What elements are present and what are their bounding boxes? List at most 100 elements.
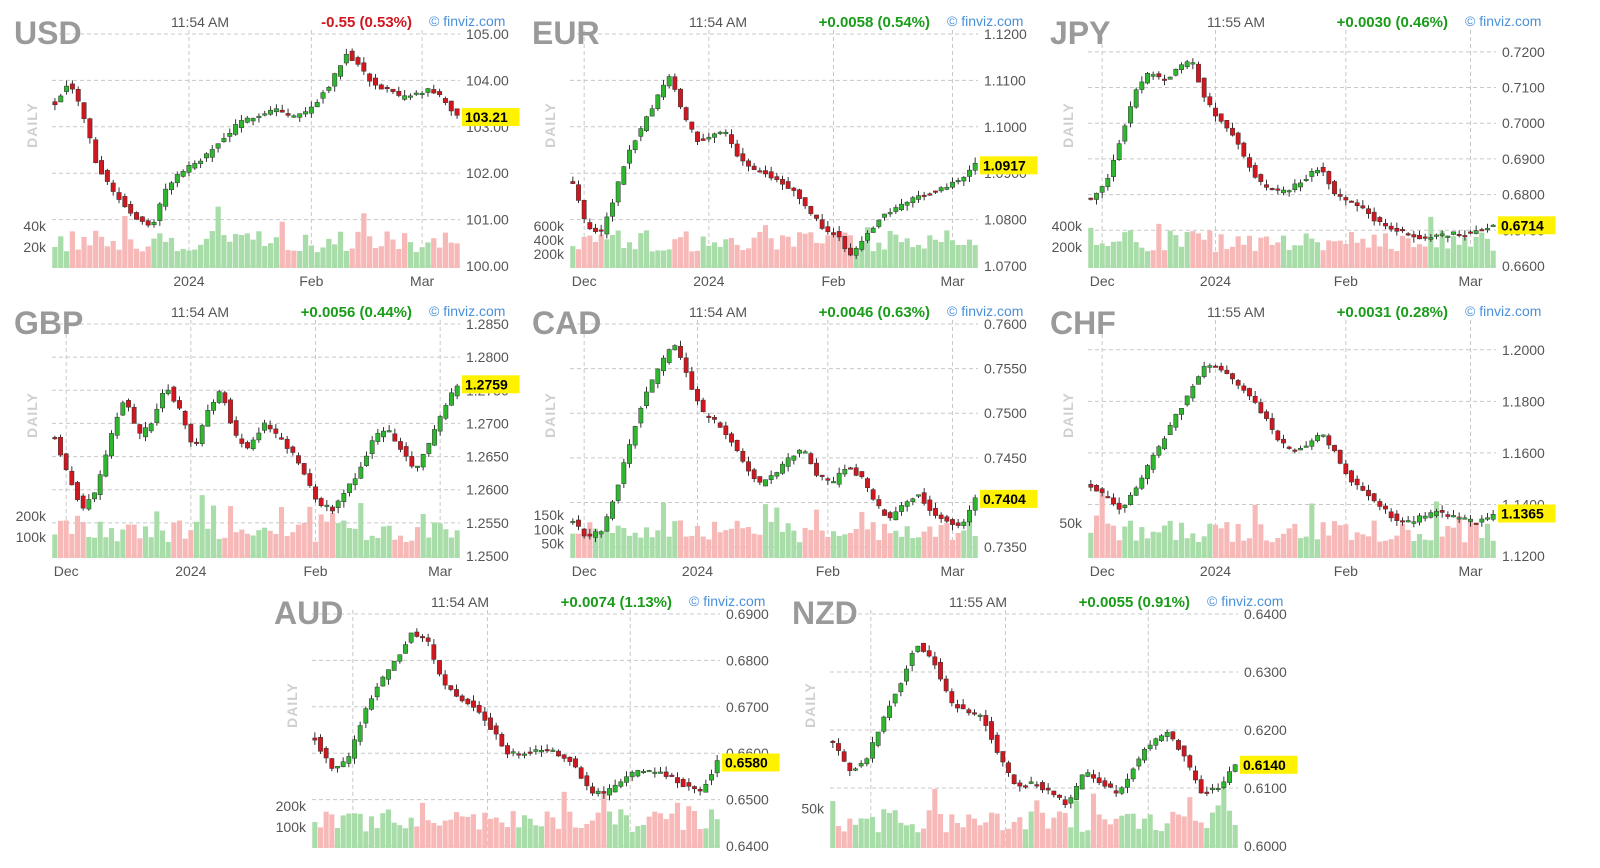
volume-bar [154,511,160,558]
candle-body [386,669,391,680]
volume-bar [706,539,712,558]
candle-body [396,91,402,96]
candle-body [678,88,683,108]
candle-body [1400,229,1405,232]
candle-body [983,715,989,726]
candle-body [177,400,182,409]
candle-body [1417,235,1422,240]
candle-body [584,775,590,787]
price-tick-label: 0.6000 [1244,838,1287,854]
volume-bar [635,826,641,848]
volume-bar [1028,811,1034,848]
candle-body [1298,448,1303,451]
volume-bar [955,532,961,558]
last-price-badge: 1.0917 [980,156,1038,175]
volume-tick-label: 400k [534,232,565,248]
volume-bar [898,822,904,848]
candle-body [1102,780,1108,787]
volume-bar [1275,242,1281,268]
volume-bar [374,828,380,848]
price-tick-label: 101.00 [466,212,509,228]
candle-body [865,233,870,241]
candle-body [148,423,154,432]
volume-bar [372,247,379,268]
volume-bar [904,526,910,558]
volume-bar [1484,238,1491,268]
candle-body [1371,211,1377,222]
price-tick-label: 1.2550 [466,515,509,531]
volume-bar [1022,829,1029,848]
volume-bar [689,535,695,558]
price-tick-label: 1.1000 [984,119,1027,135]
candle-body [244,117,250,123]
volume-bar [904,238,910,268]
volume-bar [1127,520,1134,558]
candle-body [1051,790,1057,796]
candle-body [476,705,482,713]
candle-body [966,709,972,714]
candle-body [268,109,274,115]
volume-bar [385,809,392,848]
volume-bar [238,234,245,268]
volume-bar [1195,542,1202,558]
last-price-badge: 1.1365 [1498,504,1556,523]
volume-bar [297,250,303,268]
volume-tick-label: 50k [801,801,825,817]
candle-body [697,788,703,792]
volume-bar [643,527,650,558]
volume-bar [683,536,689,558]
candle-body [188,424,194,443]
volume-bar [459,816,465,848]
candle-body [943,678,949,692]
volume-bar [216,538,222,558]
volume-bar [470,814,477,848]
candle-body [1207,96,1213,106]
candle-body [1023,785,1028,788]
candle-body [780,179,785,185]
volume-bar [443,529,449,558]
candle-body [638,407,644,424]
finviz-brand: © finviz.com [1465,303,1541,319]
volume-bar [199,495,205,558]
candle-body [1201,77,1207,98]
volume-bar [1073,800,1080,848]
candle-body [593,227,598,232]
candle-body [927,499,933,511]
volume-bar [355,231,361,268]
volume-bar [606,811,613,848]
volume-bar [852,824,859,848]
price-tick-label: 0.6700 [726,699,769,715]
candle-body [267,424,273,430]
candle-body [933,508,938,516]
candle-body [1113,790,1119,794]
volume-bar [174,251,180,268]
candle-body [921,194,927,197]
chart-panel-gbp: 1.25001.25501.26001.26501.27001.27501.28… [14,303,520,579]
candle-body [448,685,454,690]
volume-bar [352,528,358,558]
candle-body [638,128,644,137]
candle-body [573,758,578,768]
candle-body [403,644,408,654]
candle-body [1241,385,1247,391]
candle-body [610,202,615,217]
candle-body [904,201,910,206]
volume-bar [623,815,630,848]
volume-bar [323,811,329,848]
volume-bar [1113,818,1119,848]
volume-bar [487,818,494,848]
candle-body [1439,510,1445,513]
candle-body [1145,72,1150,84]
price-tick-label: 104.00 [466,72,509,88]
candle-body [250,439,256,450]
candle-body [1006,762,1011,773]
candle-body [1411,521,1417,524]
candle-body [442,674,448,686]
last-price-bg [462,108,520,127]
candle-body [1258,174,1264,182]
candle-body [1221,781,1227,788]
volume-bar [120,529,126,558]
date-tick-label: Feb [821,273,845,289]
